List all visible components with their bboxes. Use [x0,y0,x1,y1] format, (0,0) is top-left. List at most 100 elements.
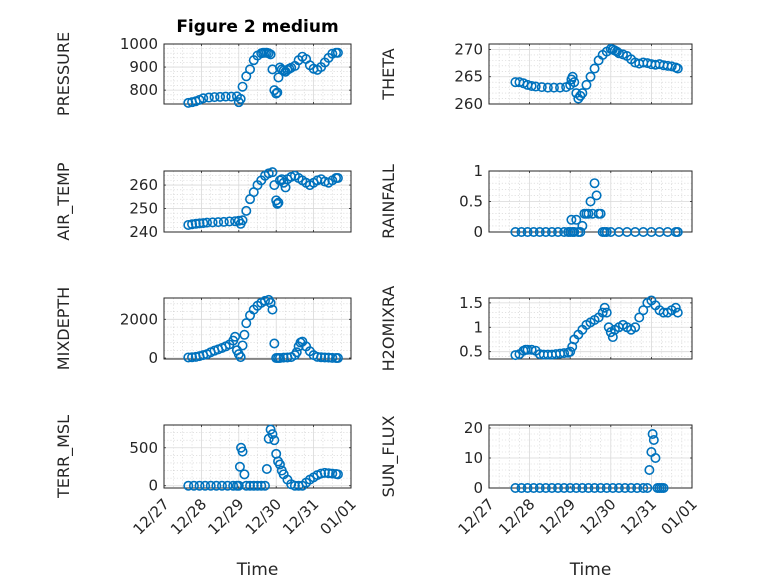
y-tick-label: 0.5 [459,343,483,361]
data-point [265,297,276,308]
y-tick-label: 240 [129,223,158,241]
data-point [601,307,612,318]
data-point [216,480,227,491]
data-point [589,63,600,74]
data-point [190,218,201,229]
y-tick-label: 1 [473,318,483,336]
data-point [327,468,338,479]
data-point [237,81,248,92]
data-point [522,482,533,493]
data-point [241,205,252,216]
data-point [211,480,222,491]
data-point [591,190,602,201]
y-tick-label: 270 [454,40,483,58]
axes-theta: 260 265 270 THETA [379,40,693,113]
data-point [644,464,655,475]
data-point [261,464,272,475]
data-point [220,91,231,102]
series-air_temp [183,167,343,230]
y-tick-label: 1.5 [459,294,483,312]
data-point [626,482,637,493]
data-point [272,198,283,209]
data-point [534,482,545,493]
y-tick-label: 0 [473,479,483,497]
data-point [647,428,658,439]
axes-box [488,43,693,105]
series-rainfall [510,178,683,238]
data-point [319,467,330,478]
axes-mixdepth: 0 2000 MIXDEPTH [54,287,352,370]
data-point [323,468,334,479]
data-point [540,482,551,493]
data-point [202,217,213,228]
data-point [233,480,244,491]
data-point [589,178,600,189]
data-point [230,216,241,227]
data-point [634,312,645,323]
data-point [237,215,248,226]
data-point [522,227,533,238]
data-point [265,424,276,435]
y-tick-label: 0 [148,477,158,495]
data-point [577,482,588,493]
axes-h2omixra: 0.5 1 1.5 H2OMIXRA [379,286,693,372]
y-tick-label: 2000 [120,310,158,328]
data-point [510,350,521,361]
data-point [267,429,278,440]
data-point [534,227,545,238]
data-point [252,480,263,491]
data-point [585,71,596,82]
data-point [273,197,284,208]
data-point [672,227,683,238]
data-point [235,93,246,104]
data-point [567,71,578,82]
data-point [632,482,643,493]
data-point [267,167,278,178]
data-point [536,82,547,93]
data-point [672,63,683,74]
data-point [672,307,683,318]
axes-rainfall: 0 0.5 1 RAINFALL [379,162,693,241]
data-point [528,482,539,493]
y-tick-label: 800 [129,81,158,99]
x-axis-label: Time [569,560,612,580]
data-point [571,214,582,225]
series-terr_msl [183,424,343,491]
data-point [209,92,220,103]
data-point [228,480,239,491]
data-point [269,338,280,349]
data-point [323,352,334,363]
data-point [316,352,327,363]
data-point [259,480,270,491]
data-point [542,82,553,93]
data-point [595,482,606,493]
data-point [566,214,577,225]
data-point [577,88,588,99]
data-point [239,329,250,340]
data-point [526,344,537,355]
y-axis-label: H2OMIXRA [379,286,398,372]
axes-box [163,170,352,233]
data-point [638,482,649,493]
series-h2omixra [510,295,683,361]
data-point [581,79,592,90]
data-point [510,482,521,493]
data-point [575,90,586,101]
data-point [245,64,256,75]
data-point [589,482,600,493]
data-point [630,322,641,333]
data-point [555,82,566,93]
data-point [642,482,653,493]
data-point [577,220,588,231]
data-point [571,482,582,493]
y-tick-label: 1 [473,162,483,180]
data-point [332,469,343,480]
data-point [198,218,209,229]
data-point [607,482,618,493]
data-point [583,208,594,219]
data-point [245,480,256,491]
data-point [569,77,580,88]
data-point [271,88,282,99]
data-point [267,304,278,315]
data-point [198,93,209,104]
